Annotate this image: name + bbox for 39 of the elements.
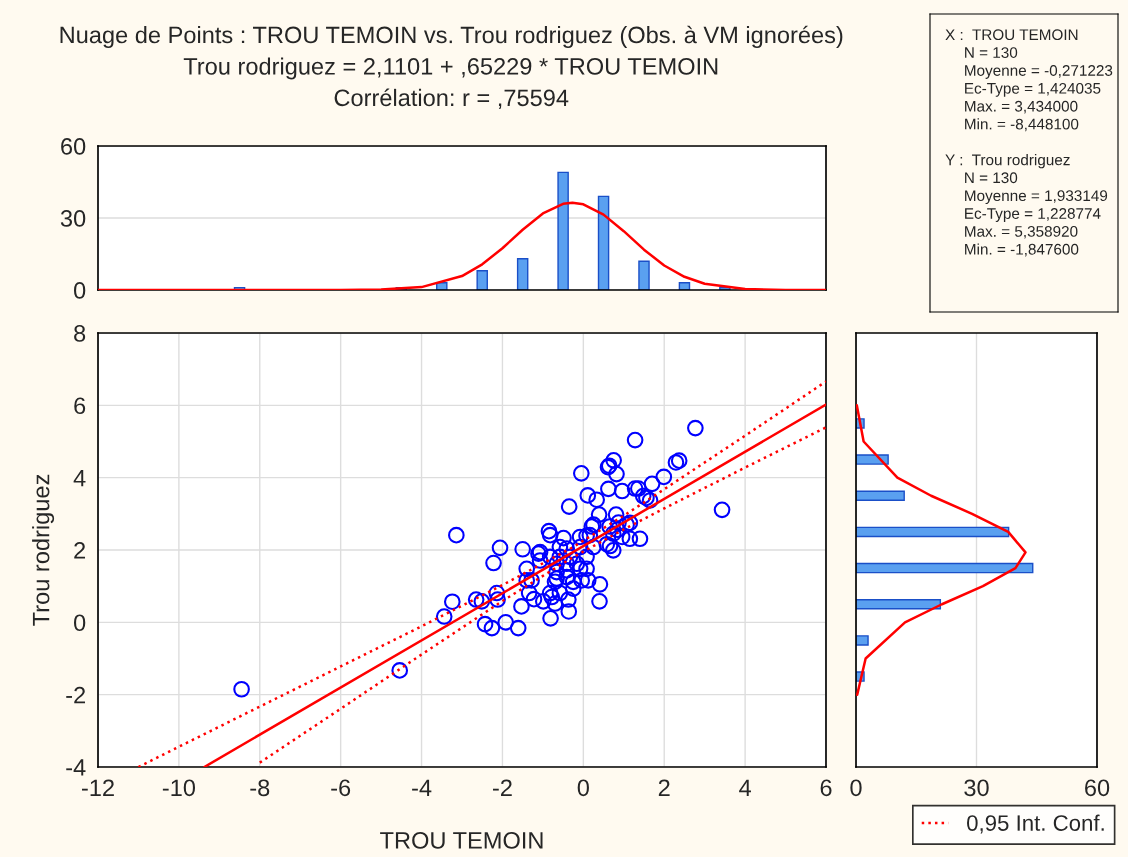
y-tick-label: 4 (73, 469, 86, 487)
x-tick-label: 30 (964, 779, 989, 797)
x-tick-label: -6 (331, 779, 351, 797)
x-tick-label: 4 (739, 779, 751, 796)
text: Moyenne = -0,271223 (965, 65, 1113, 79)
y-tick-label: 30 (60, 210, 86, 227)
text: Max. = 3,434000 (965, 100, 1078, 114)
x-tick-label: -8 (250, 779, 270, 797)
text: Max. = 5,358920 (965, 225, 1078, 239)
y-tick-label: 60 (61, 138, 86, 155)
y-tick-label: 0 (73, 282, 86, 299)
x-tick-label: 0 (577, 779, 589, 797)
y-tick-label: -2 (66, 686, 86, 704)
text: N = 130 (965, 47, 1018, 58)
x-tick-label: -2 (493, 779, 512, 796)
x-tick-label: 0 (850, 779, 862, 797)
text: Ec-Type = 1,424035 (965, 82, 1101, 97)
text: Min. = -1,847600 (965, 243, 1079, 257)
text: Ec-Type = 1,228774 (965, 208, 1101, 222)
x-tick-label: -4 (412, 779, 432, 796)
x-tick-label: 6 (820, 779, 832, 797)
x-axis-title: TROU TEMOIN (380, 831, 543, 849)
x-tick-label: -12 (81, 779, 114, 796)
chart-title: Nuage de Points : TROU TEMOIN vs. Trou rodriguez (Obs. à VM ignorées) Trou rodriguez = 2,1101 + ,65229 * TROU TEMOIN Corrélation: r = ,75594 (60, 25, 843, 109)
y-axis-title: Trou rodriguez (32, 474, 55, 626)
text: Moyenne = 1,933149 (965, 190, 1108, 205)
x-tick-label: 60 (1085, 779, 1110, 797)
legend-label: 0,95 Int. Conf. (967, 814, 1104, 834)
x-tick-label: -10 (162, 779, 196, 797)
y-tick-label: 2 (74, 542, 86, 559)
y-tick-label: 6 (74, 397, 86, 415)
text: Y : Trou rodriguez (945, 154, 1070, 169)
text: X : TROU TEMOIN (945, 29, 1078, 41)
y-tick-label: 0 (73, 614, 86, 632)
x-tick-label: 2 (658, 779, 670, 796)
text: N = 130 (965, 172, 1018, 184)
y-tick-label: -4 (66, 759, 86, 776)
text: Min. = -8,448100 (965, 118, 1079, 132)
y-tick-label: 8 (74, 325, 86, 342)
